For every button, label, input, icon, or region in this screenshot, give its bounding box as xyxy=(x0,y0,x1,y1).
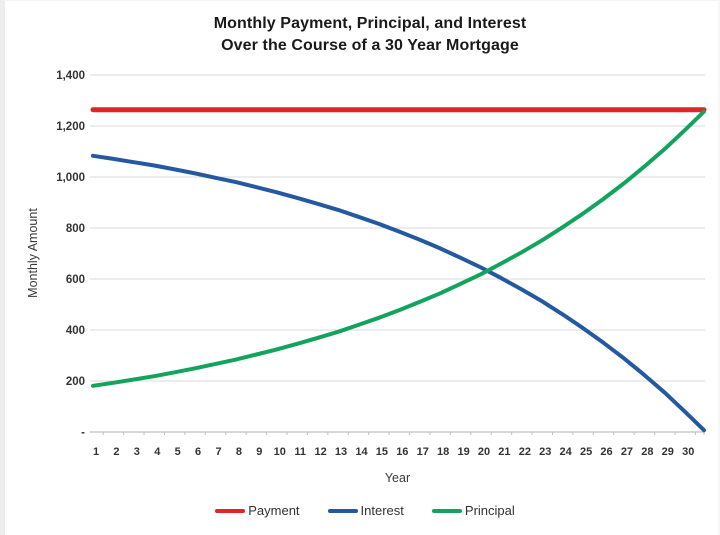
x-axis-ticks xyxy=(102,432,705,435)
legend: Payment Interest Principal xyxy=(5,503,718,518)
svg-text:4: 4 xyxy=(154,446,161,458)
svg-text:26: 26 xyxy=(600,446,612,458)
svg-text:18: 18 xyxy=(437,446,449,458)
svg-text:25: 25 xyxy=(580,446,592,458)
chart-title: Monthly Payment, Principal, and Interest… xyxy=(25,13,715,57)
svg-text:5: 5 xyxy=(175,446,181,458)
principal-line xyxy=(91,109,706,388)
svg-text:9: 9 xyxy=(256,446,262,458)
svg-text:1,000: 1,000 xyxy=(56,172,85,184)
legend-label-principal: Principal xyxy=(464,503,515,518)
svg-text:10: 10 xyxy=(274,446,286,458)
svg-text:15: 15 xyxy=(376,446,388,458)
legend-item-principal: Principal xyxy=(431,503,515,518)
legend-label-payment: Payment xyxy=(248,503,300,518)
svg-text:8: 8 xyxy=(236,446,242,458)
svg-text:-: - xyxy=(81,427,85,439)
x-axis-title: Year xyxy=(384,471,411,485)
svg-text:800: 800 xyxy=(66,223,85,235)
gridlines xyxy=(90,74,705,382)
svg-text:23: 23 xyxy=(539,446,551,458)
svg-text:24: 24 xyxy=(560,446,573,458)
legend-label-interest: Interest xyxy=(360,503,404,518)
principal-line-swatch xyxy=(431,508,462,513)
svg-text:16: 16 xyxy=(396,446,408,458)
chart-title-line1: Monthly Payment, Principal, and Interest xyxy=(213,15,527,32)
svg-text:7: 7 xyxy=(215,446,221,458)
svg-text:200: 200 xyxy=(66,376,85,388)
svg-text:22: 22 xyxy=(519,446,531,458)
svg-text:11: 11 xyxy=(294,446,306,458)
svg-text:13: 13 xyxy=(335,446,347,458)
interest-line xyxy=(91,153,706,433)
svg-text:2: 2 xyxy=(113,446,119,458)
svg-text:12: 12 xyxy=(315,446,327,458)
svg-text:17: 17 xyxy=(417,446,429,458)
legend-item-payment: Payment xyxy=(215,503,300,518)
chart-title-line2: Over the Course of a 30 Year Mortgage xyxy=(221,37,519,54)
svg-text:1,200: 1,200 xyxy=(56,121,85,133)
svg-text:27: 27 xyxy=(621,446,633,458)
svg-text:19: 19 xyxy=(457,446,469,458)
svg-text:1,400: 1,400 xyxy=(56,70,85,82)
svg-text:30: 30 xyxy=(682,446,694,458)
interest-line-swatch xyxy=(327,508,358,513)
svg-text:400: 400 xyxy=(66,325,85,337)
svg-text:29: 29 xyxy=(662,446,674,458)
svg-text:3: 3 xyxy=(134,446,140,458)
legend-item-interest: Interest xyxy=(327,503,404,518)
svg-text:21: 21 xyxy=(498,446,510,458)
svg-text:6: 6 xyxy=(195,446,201,458)
payment-line-swatch xyxy=(215,508,246,513)
svg-text:600: 600 xyxy=(66,274,85,286)
svg-text:1: 1 xyxy=(93,446,99,458)
svg-text:28: 28 xyxy=(641,446,653,458)
svg-text:20: 20 xyxy=(478,446,490,458)
svg-text:14: 14 xyxy=(355,446,368,458)
x-tick-labels: 1 2 3 4 5 6 7 8 9 10 11 12 13 14 15 16 17 18 19 20 21 22 23 24 2… xyxy=(93,446,694,458)
y-tick-labels: - 200 400 600 800 1,000 1,200 1,400 xyxy=(56,70,85,439)
